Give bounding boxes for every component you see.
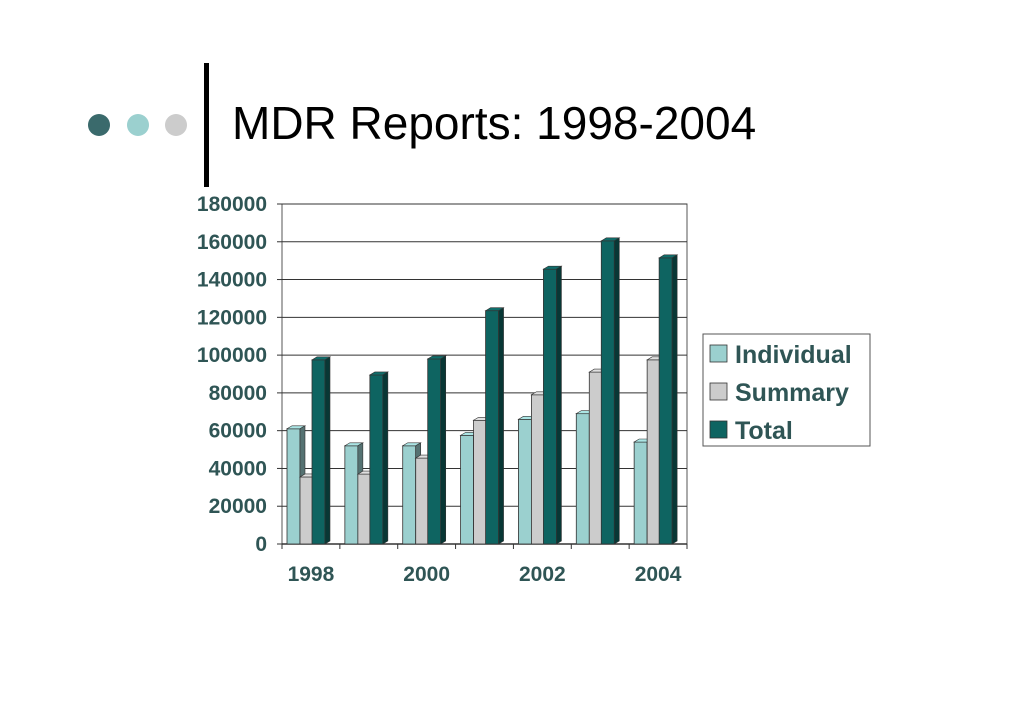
y-tick-label: 40000 xyxy=(209,457,267,480)
page-title: MDR Reports: 1998-2004 xyxy=(232,97,757,149)
x-tick-label: 1998 xyxy=(288,563,335,586)
bar-summary-1999 xyxy=(357,473,372,545)
bar-individual-1998 xyxy=(286,428,301,545)
legend-box xyxy=(702,333,871,447)
bar-summary-1998 xyxy=(299,476,314,545)
bar-summary-2004 xyxy=(646,359,661,545)
y-tick-label: 20000 xyxy=(209,495,267,518)
bar-individual-1999 xyxy=(344,445,359,545)
bar-side-total-2001 xyxy=(498,307,504,545)
gray-bullet-dot xyxy=(165,114,187,136)
y-tick-label: 100000 xyxy=(197,344,267,367)
y-tick-label: 80000 xyxy=(209,382,267,405)
legend-label-individual: Individual xyxy=(735,341,852,369)
bar-side-total-1999 xyxy=(382,371,389,545)
bar-individual-2004 xyxy=(633,441,648,545)
bar-individual-2003 xyxy=(575,413,590,545)
legend-label-summary: Summary xyxy=(735,379,849,407)
x-tick-label: 2002 xyxy=(519,563,566,586)
y-tick-label: 160000 xyxy=(197,231,267,254)
bar-side-total-2003 xyxy=(613,237,620,545)
legend-swatch-total xyxy=(709,420,728,439)
bar-total-2000 xyxy=(427,358,442,545)
bar-side-total-2000 xyxy=(440,355,447,545)
bar-individual-2002 xyxy=(518,418,532,545)
title-divider xyxy=(204,63,209,187)
plot-area: 0 20000 40000 60000 80000 100000 120000 140000 1… xyxy=(197,193,688,586)
x-tick-label: 2004 xyxy=(635,563,682,586)
bar-summary-2000 xyxy=(415,457,430,545)
bar-total-2003 xyxy=(600,240,615,545)
y-tick-label: 180000 xyxy=(197,193,267,216)
legend-swatch-summary xyxy=(709,382,728,401)
light-teal-bullet-dot xyxy=(127,114,149,136)
bar-total-2001 xyxy=(485,310,499,545)
bar-side-total-2004 xyxy=(671,254,678,545)
bar-side-total-1998 xyxy=(324,356,331,545)
y-tick-label: 140000 xyxy=(197,269,267,292)
bar-summary-2003 xyxy=(588,371,603,545)
bar-total-1998 xyxy=(311,359,326,545)
bar-side-total-2002 xyxy=(556,265,562,545)
chart-legend: Individual Summary Total xyxy=(702,333,871,447)
legend-label-total: Total xyxy=(735,417,793,445)
bar-total-2002 xyxy=(543,268,557,545)
dark-teal-bullet-dot xyxy=(88,114,110,136)
bar-summary-2001 xyxy=(473,419,487,545)
y-tick-label: 0 xyxy=(255,533,267,556)
bar-summary-2002 xyxy=(531,394,545,545)
y-tick-label: 120000 xyxy=(197,306,267,329)
y-tick-label: 60000 xyxy=(209,420,267,443)
bar-total-1999 xyxy=(369,374,384,545)
legend-swatch-individual xyxy=(709,344,728,363)
x-tick-label: 2000 xyxy=(403,563,450,586)
bar-individual-2000 xyxy=(402,445,417,545)
bar-individual-2001 xyxy=(460,434,474,545)
bar-total-2004 xyxy=(658,257,673,545)
